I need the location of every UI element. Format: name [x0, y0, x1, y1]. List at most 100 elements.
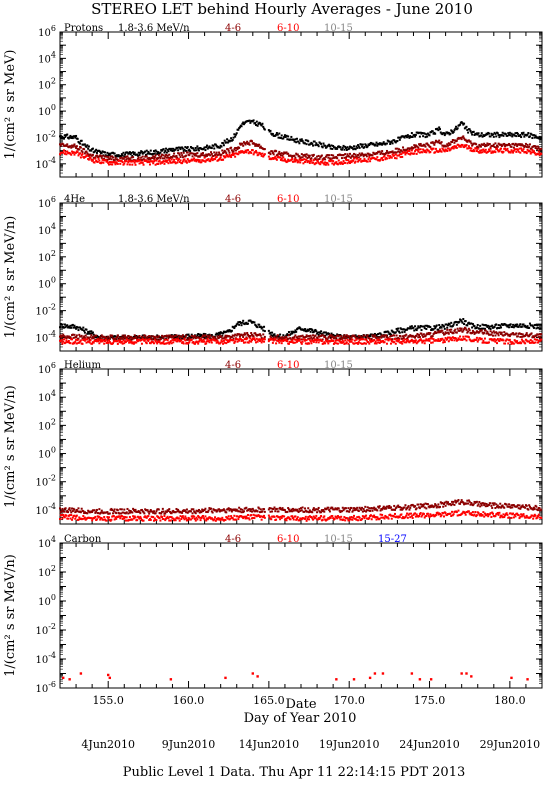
data-point — [479, 325, 481, 327]
data-point — [306, 339, 308, 341]
data-point — [184, 336, 186, 338]
data-point — [155, 510, 157, 512]
data-point — [225, 511, 227, 513]
data-point — [126, 155, 128, 157]
data-point — [499, 503, 501, 505]
data-point — [316, 511, 318, 513]
data-point — [494, 151, 496, 153]
data-point — [249, 144, 251, 146]
data-point — [376, 156, 378, 158]
data-point — [446, 329, 448, 331]
data-point — [213, 151, 215, 153]
data-point — [356, 507, 358, 509]
data-point — [526, 152, 528, 154]
data-point — [139, 160, 141, 162]
data-point — [299, 339, 301, 341]
data-point — [429, 134, 431, 136]
data-point — [508, 503, 510, 505]
data-point — [318, 145, 320, 147]
data-point — [191, 339, 193, 341]
data-point — [422, 135, 424, 137]
data-point — [286, 340, 288, 342]
data-point — [348, 336, 350, 338]
data-point — [275, 342, 277, 344]
data-point — [425, 151, 427, 153]
data-point — [163, 148, 165, 150]
legend-entry: 1.8-3.6 MeV/n — [118, 194, 190, 205]
data-point — [144, 339, 146, 341]
data-point — [175, 155, 177, 157]
data-point — [496, 342, 498, 344]
data-point — [153, 342, 155, 344]
data-point — [278, 342, 280, 344]
data-point — [189, 150, 191, 152]
data-point — [390, 343, 392, 345]
data-point — [533, 150, 535, 152]
data-point — [104, 151, 106, 153]
data-point — [264, 336, 266, 338]
data-point — [196, 145, 198, 147]
data-point — [328, 154, 330, 156]
data-point — [484, 338, 486, 340]
data-point — [475, 143, 477, 145]
data-point — [343, 334, 345, 336]
data-point — [493, 136, 495, 138]
data-point — [528, 146, 530, 148]
data-point — [321, 155, 323, 157]
data-point — [253, 153, 255, 155]
data-point — [279, 334, 281, 336]
data-point — [246, 337, 248, 339]
data-point — [462, 336, 464, 338]
data-point — [134, 334, 136, 336]
data-point — [179, 154, 181, 156]
data-point — [448, 340, 450, 342]
data-point — [183, 343, 185, 345]
data-point — [202, 152, 204, 154]
legend-entry: 10-15 — [324, 360, 353, 371]
data-point — [167, 339, 169, 341]
data-point — [480, 146, 482, 148]
data-point — [395, 343, 397, 345]
data-point — [380, 337, 382, 339]
data-point — [392, 338, 394, 340]
data-point — [467, 503, 469, 505]
data-point — [327, 342, 329, 344]
data-point — [423, 333, 425, 335]
data-point — [519, 152, 521, 154]
data-point — [163, 163, 165, 165]
data-point — [386, 143, 388, 145]
data-point — [332, 155, 334, 157]
data-point — [65, 507, 67, 509]
legend-entry: 4-6 — [225, 360, 241, 371]
data-point — [75, 135, 77, 137]
data-point — [268, 330, 270, 332]
data-point — [500, 148, 502, 150]
data-point — [420, 148, 422, 150]
data-point — [81, 140, 83, 142]
data-point — [471, 326, 473, 328]
data-point — [336, 157, 338, 159]
data-point — [77, 329, 79, 331]
data-point — [421, 329, 423, 331]
data-point — [526, 332, 528, 334]
data-point — [68, 340, 70, 342]
data-point — [192, 155, 194, 157]
data-point — [322, 160, 324, 162]
data-point — [311, 143, 313, 145]
data-point — [392, 142, 394, 144]
data-point — [355, 154, 357, 156]
data-point — [159, 157, 161, 159]
data-point — [385, 508, 387, 510]
data-point — [180, 156, 182, 158]
data-point — [86, 512, 88, 514]
data-point — [92, 331, 94, 333]
data-point — [245, 341, 247, 343]
data-point — [173, 153, 175, 155]
data-point — [101, 510, 103, 512]
data-point — [221, 150, 223, 152]
data-point — [309, 162, 311, 164]
series-1.8-3.6 MeV/n — [59, 119, 542, 157]
data-point — [363, 158, 365, 160]
y-tick-label: 10-4 — [35, 156, 56, 171]
